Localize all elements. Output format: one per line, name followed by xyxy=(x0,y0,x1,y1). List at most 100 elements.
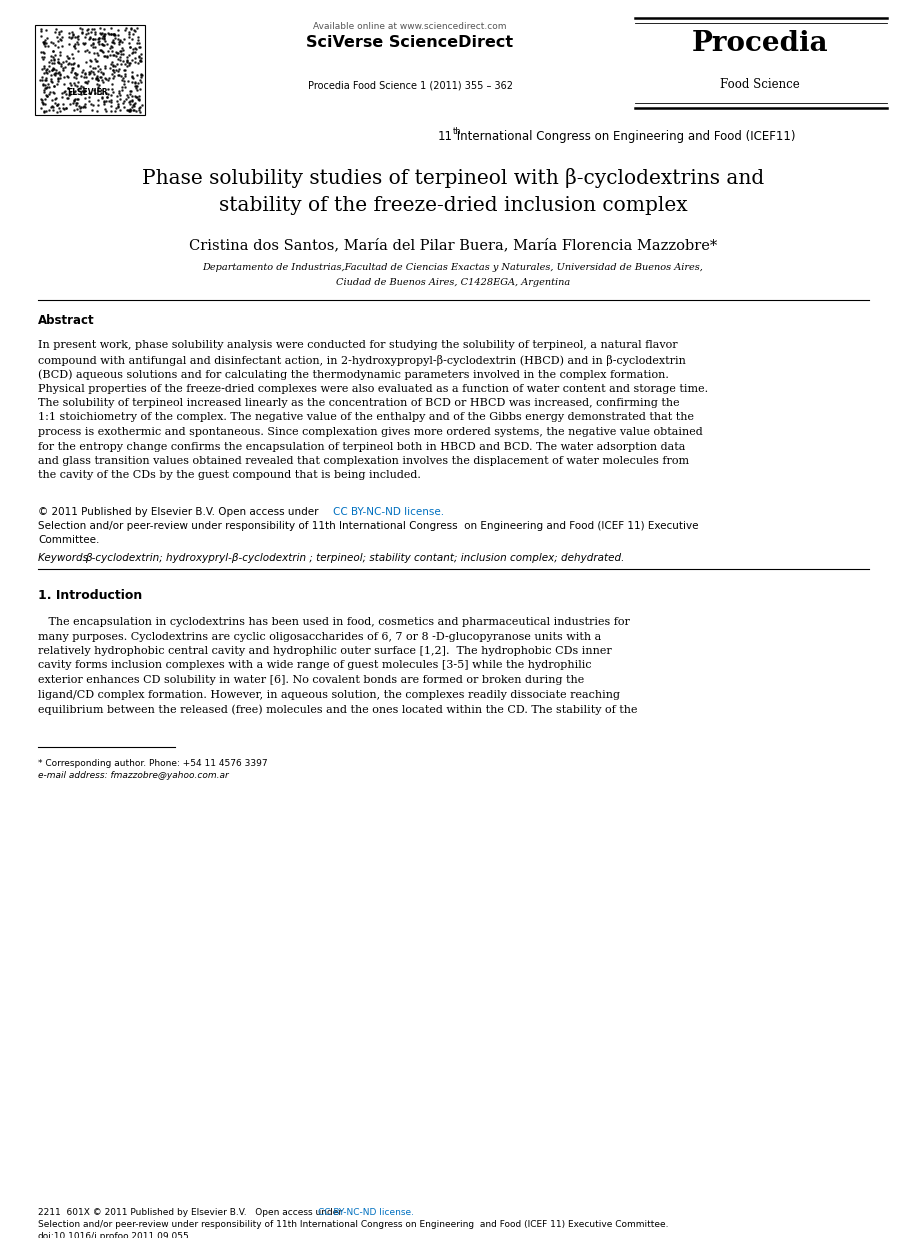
Point xyxy=(91,95,105,115)
Point xyxy=(84,62,99,82)
Point xyxy=(126,25,141,45)
Point xyxy=(47,89,62,109)
Point xyxy=(97,28,112,48)
Point xyxy=(67,90,82,110)
Point xyxy=(114,41,129,61)
Point xyxy=(63,54,78,74)
Point xyxy=(39,62,54,82)
Point xyxy=(51,52,65,72)
Point xyxy=(91,30,105,50)
Point xyxy=(82,42,96,62)
Point xyxy=(116,68,131,88)
Point xyxy=(112,31,127,51)
Point xyxy=(67,37,82,57)
Point xyxy=(123,100,138,120)
Point xyxy=(120,56,134,76)
Point xyxy=(57,73,72,93)
Point xyxy=(50,27,64,47)
Point xyxy=(37,71,52,90)
Point xyxy=(93,41,108,61)
Point xyxy=(94,87,109,106)
Point xyxy=(55,83,70,103)
Point xyxy=(67,76,82,95)
Point xyxy=(34,26,48,46)
Point xyxy=(60,47,74,67)
Point xyxy=(83,51,98,71)
Point xyxy=(83,56,98,76)
Point xyxy=(114,77,129,97)
Point xyxy=(91,69,105,89)
Point xyxy=(34,93,49,113)
Point xyxy=(113,53,128,73)
Point xyxy=(96,63,111,83)
Text: doi:10.1016/j.profoo.2011.09.055: doi:10.1016/j.profoo.2011.09.055 xyxy=(38,1232,190,1238)
Text: β-cyclodextrin; hydroxypryl-β-cyclodextrin ; terpineol; stability contant; inclu: β-cyclodextrin; hydroxypryl-β-cyclodextr… xyxy=(85,553,624,563)
Point xyxy=(36,33,51,53)
Point xyxy=(112,83,126,103)
Point xyxy=(78,80,93,100)
Point xyxy=(47,50,62,69)
Point xyxy=(130,79,144,99)
Point xyxy=(54,30,68,50)
Point xyxy=(75,24,90,43)
Point xyxy=(104,79,119,99)
Point xyxy=(93,22,108,42)
Text: Departamento de Industrias,Facultad de Ciencias Exactas y Naturales, Universidad: Departamento de Industrias,Facultad de C… xyxy=(202,262,704,272)
Point xyxy=(104,37,119,57)
Point xyxy=(64,28,79,48)
Point xyxy=(97,68,112,88)
Text: International Congress on Engineering and Food (ICEF11): International Congress on Engineering an… xyxy=(453,130,795,144)
Point xyxy=(61,78,75,98)
Text: 1:1 stoichiometry of the complex. The negative value of the enthalpy and of the : 1:1 stoichiometry of the complex. The ne… xyxy=(38,412,694,422)
Point xyxy=(65,93,80,113)
Point xyxy=(108,25,122,45)
Point xyxy=(98,58,112,78)
Point xyxy=(132,102,147,121)
Point xyxy=(77,82,92,102)
Point xyxy=(103,24,118,43)
Point xyxy=(81,71,95,90)
Point xyxy=(83,35,98,54)
Point xyxy=(34,98,48,118)
Point xyxy=(83,63,98,83)
Point xyxy=(99,102,113,121)
Point xyxy=(91,56,105,76)
Point xyxy=(126,40,141,59)
Point xyxy=(93,19,107,38)
Point xyxy=(69,66,83,85)
Point xyxy=(111,64,125,84)
Point xyxy=(68,26,83,46)
Text: many purposes. Cyclodextrins are cyclic oligosaccharides of 6, 7 or 8 -D-glucopy: many purposes. Cyclodextrins are cyclic … xyxy=(38,631,601,641)
Point xyxy=(53,30,67,50)
Point xyxy=(122,82,137,102)
Point xyxy=(128,85,142,105)
Point xyxy=(125,68,140,88)
Point xyxy=(129,87,143,106)
Point xyxy=(86,33,101,53)
Point xyxy=(123,100,138,120)
Point xyxy=(36,74,51,94)
Point xyxy=(91,71,105,90)
Point xyxy=(87,83,102,103)
Point xyxy=(41,37,55,57)
Point xyxy=(69,68,83,88)
Point xyxy=(71,89,85,109)
Point xyxy=(46,41,61,61)
Point xyxy=(35,93,50,113)
Point xyxy=(97,26,112,46)
Point xyxy=(44,97,59,116)
Point xyxy=(104,19,119,38)
Point xyxy=(52,62,66,82)
Point xyxy=(44,46,58,66)
Point xyxy=(100,35,114,54)
Point xyxy=(124,63,139,83)
Point xyxy=(88,22,102,42)
Point xyxy=(46,33,61,53)
Point xyxy=(122,33,136,53)
Point xyxy=(122,21,137,41)
Point xyxy=(111,94,125,114)
Point xyxy=(74,80,89,100)
Point xyxy=(120,51,134,71)
Point xyxy=(132,89,146,109)
Point xyxy=(68,38,83,58)
